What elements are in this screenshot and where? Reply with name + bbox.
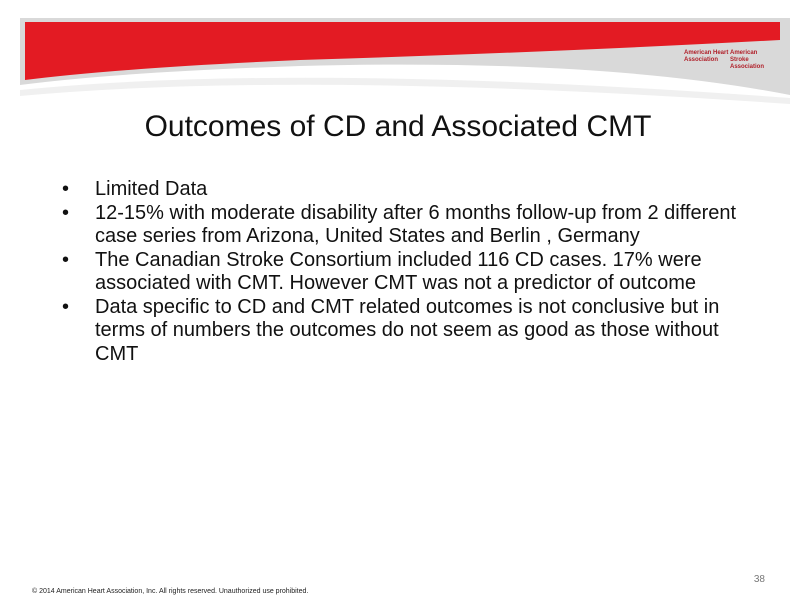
bullet: 12-15% with moderate disability after 6 … xyxy=(62,202,755,249)
header-swoosh xyxy=(20,18,790,104)
bullet: Data specific to CD and CMT related outc… xyxy=(62,296,755,367)
bullet-list: Limited Data 12-15% with moderate disabi… xyxy=(62,178,755,367)
logo-stroke: American Stroke Association xyxy=(730,50,765,70)
logo-heart: American Heart Association xyxy=(684,50,729,63)
bullet: The Canadian Stroke Consortium included … xyxy=(62,249,755,296)
page-number: 38 xyxy=(753,574,765,585)
swoosh-red xyxy=(25,22,780,80)
bullet: Limited Data xyxy=(62,178,755,202)
slide-title: Outcomes of CD and Associated CMT xyxy=(144,110,652,143)
copyright: © 2014 American Heart Association, Inc. … xyxy=(32,588,309,595)
swoosh-light xyxy=(20,77,790,104)
